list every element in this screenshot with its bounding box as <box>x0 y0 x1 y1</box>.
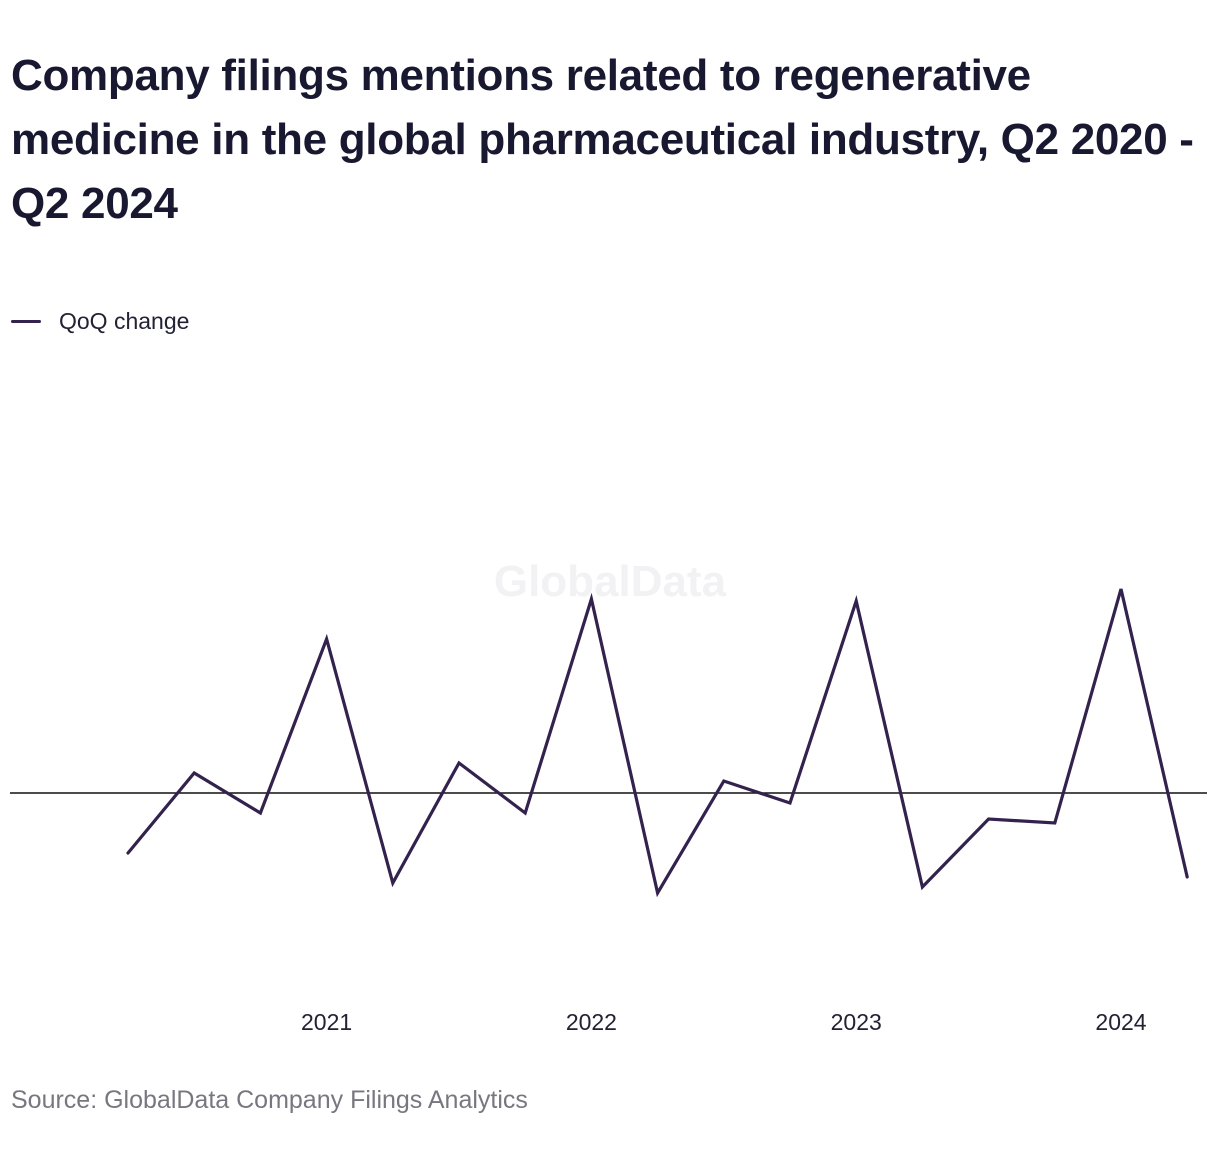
x-axis-ticks: 2021 2022 2023 2024 <box>301 1009 1147 1035</box>
x-tick-label: 2022 <box>566 1009 617 1035</box>
source-note: Source: GlobalData Company Filings Analy… <box>11 1086 528 1114</box>
legend: QoQ change <box>11 306 189 336</box>
legend-label: QoQ change <box>59 307 190 334</box>
chart-title: Company filings mentions related to rege… <box>11 51 1194 228</box>
legend-line-swatch <box>11 319 41 323</box>
series-group <box>126 588 1189 898</box>
x-tick-label: 2024 <box>1095 1009 1146 1035</box>
x-tick-label: 2021 <box>301 1009 352 1035</box>
watermark: GlobalData <box>494 557 727 606</box>
x-tick-label: 2023 <box>831 1009 882 1035</box>
series-line-0 <box>126 588 1189 898</box>
